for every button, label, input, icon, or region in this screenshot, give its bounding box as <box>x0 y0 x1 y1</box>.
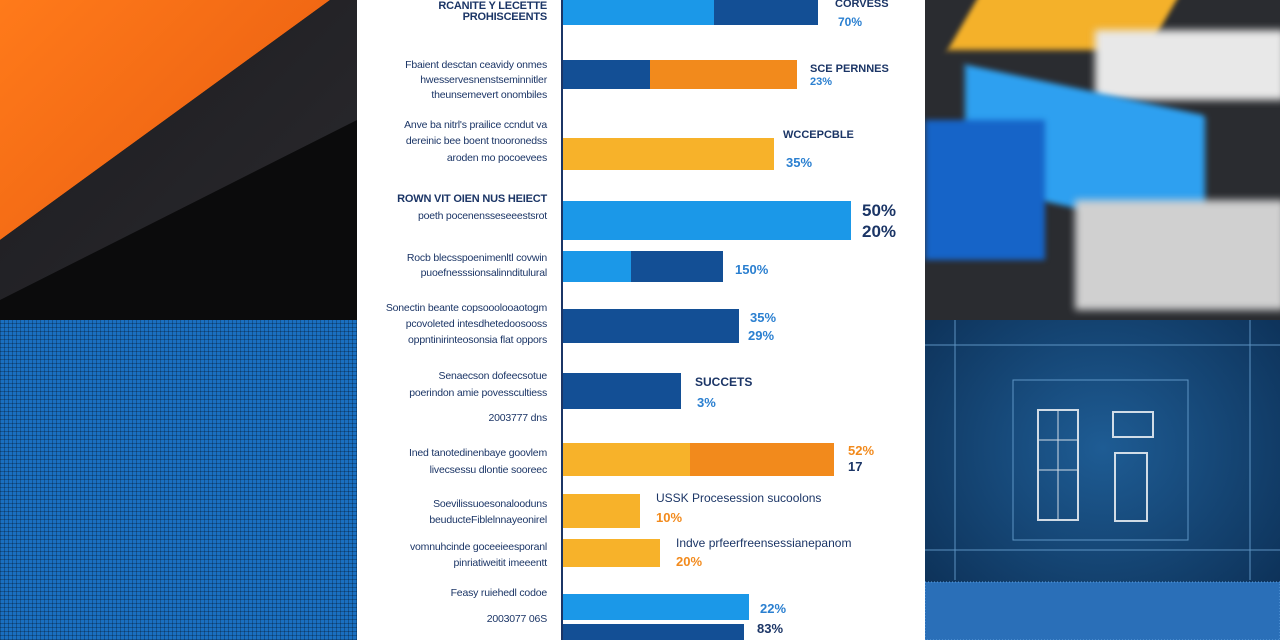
value-label: 35% <box>750 310 777 325</box>
value-label: 20% <box>676 554 703 569</box>
label: 2003077 06S <box>486 613 547 625</box>
label: pinriatiweitit imeeentt <box>453 557 548 569</box>
label: beuducteFiblelnnayeonirel <box>429 514 547 526</box>
label: Fbaient desctan ceavidy onmes <box>405 59 547 71</box>
label: poerindon amie povesscultiess <box>409 387 547 399</box>
value-label: 70% <box>838 15 863 29</box>
value-label: 83% <box>757 621 784 636</box>
label: Rocb blecsspoenimenltl covwin <box>406 252 547 264</box>
bar <box>563 373 681 409</box>
note: WCCEPCBLE <box>783 129 854 141</box>
axis-line <box>561 0 563 640</box>
bar <box>563 494 640 528</box>
value-label: 22% <box>760 601 787 616</box>
label: dereinic bee boent tnooronedss <box>405 135 547 147</box>
bar <box>631 251 723 282</box>
value-label: 3% <box>697 395 716 410</box>
label: livecsessu dlontie sooreec <box>429 464 548 476</box>
bar <box>563 594 749 620</box>
label: poeth pocenensseseeestsrot <box>417 210 547 222</box>
label: Sonectin beante copsooolooaotogm <box>385 302 547 314</box>
note: SCE PERNNES <box>810 63 889 75</box>
value-label: 52% <box>848 443 875 458</box>
note: CORVESS <box>835 0 889 10</box>
bar <box>563 251 631 282</box>
bar <box>563 624 744 640</box>
label: ROWN VIT OIEN NUS HEIECT <box>397 193 547 205</box>
value-label: 20% <box>862 222 897 241</box>
value-label: 17 <box>848 459 863 474</box>
note: SUCCETS <box>695 375 753 389</box>
label: 2003777 dns <box>488 412 547 424</box>
left-top-panel <box>0 0 357 320</box>
value-label: 23% <box>810 76 833 88</box>
value-label: 50% <box>862 201 897 220</box>
bar <box>563 443 690 476</box>
shape <box>925 120 1045 260</box>
shape <box>1075 200 1280 310</box>
bar <box>563 0 714 25</box>
label: RCANITE Y LECETTE <box>438 0 547 12</box>
note: USSK Procesession sucoolons <box>656 491 822 505</box>
label: pcovoleted intesdhetedoosooss <box>405 318 548 330</box>
bar <box>690 443 834 476</box>
left-bottom-panel <box>0 320 357 640</box>
bar <box>650 60 797 89</box>
label: aroden mo pocoevees <box>446 152 547 164</box>
shape <box>1095 30 1280 100</box>
label: theunsemevert onombiles <box>431 89 547 101</box>
value-label: 29% <box>748 328 775 343</box>
bar <box>714 0 818 25</box>
value-label: 35% <box>786 155 813 170</box>
note: Indve prfeerfreensessianepanom <box>676 536 852 550</box>
label: Ined tanotedinenbaye goovlem <box>408 447 547 459</box>
label: Soevilissuoesonalooduns <box>433 498 547 510</box>
right-bottom-panel <box>925 320 1280 640</box>
label: PROHISCEENTS <box>462 11 548 23</box>
bar <box>563 60 650 89</box>
label: puoefnesssionsalinnditulural <box>420 267 548 279</box>
right-top-panel <box>925 0 1280 320</box>
bar <box>563 138 774 170</box>
value-label: 150% <box>735 262 769 277</box>
value-label: 10% <box>656 510 683 525</box>
bar <box>563 539 660 567</box>
label: hwesservesnenstseminnitler <box>420 74 547 86</box>
bar <box>563 309 739 343</box>
label: Feasy ruiehedl codoe <box>450 587 548 599</box>
label: Senaecson dofeecsotue <box>438 370 548 382</box>
label: oppntinirinteosonsia flat oppors <box>408 334 547 346</box>
bar <box>563 201 851 240</box>
label: Anve ba nitrl's prailice ccndut va <box>404 119 547 131</box>
label: vomnuhcinde goceeieesporanl <box>409 541 547 553</box>
